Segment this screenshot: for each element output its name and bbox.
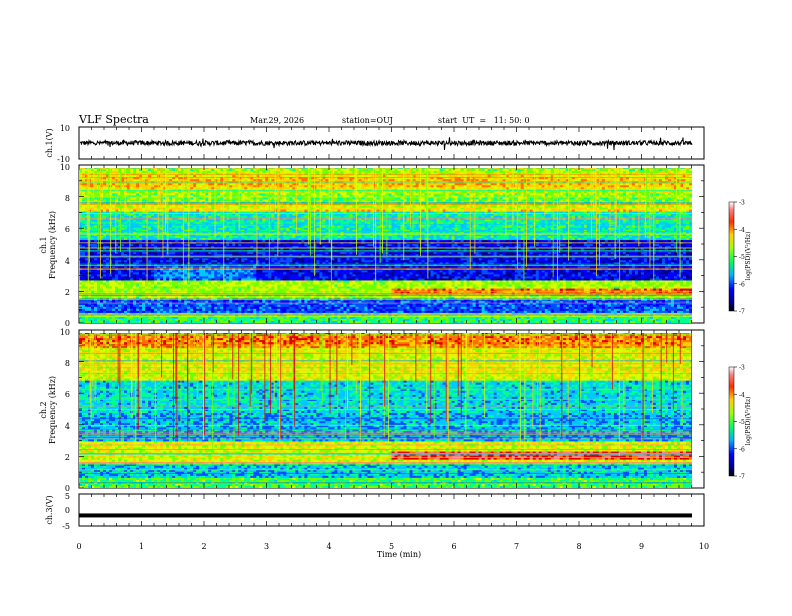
date-label: Mar.29, 2026	[250, 116, 304, 125]
ch1-waveform-trace	[80, 137, 692, 150]
ch1-spectrogram-panel: 10 8 6 4 2 0 ch.1 Frequency (kHz)	[39, 163, 704, 328]
ch1-ytick-top: 10	[60, 124, 70, 133]
start-ut-label: start UT = 11: 50: 0	[438, 116, 530, 125]
ch1-waveform-ylabel: ch.1(V)	[45, 128, 54, 157]
station-label: station=OUJ	[342, 116, 393, 125]
ch1-waveform-panel: 10 -10 ch.1(V)	[45, 124, 704, 164]
figure-title: VLF Spectra	[78, 113, 149, 126]
ch1-spectrogram-image	[79, 165, 704, 323]
